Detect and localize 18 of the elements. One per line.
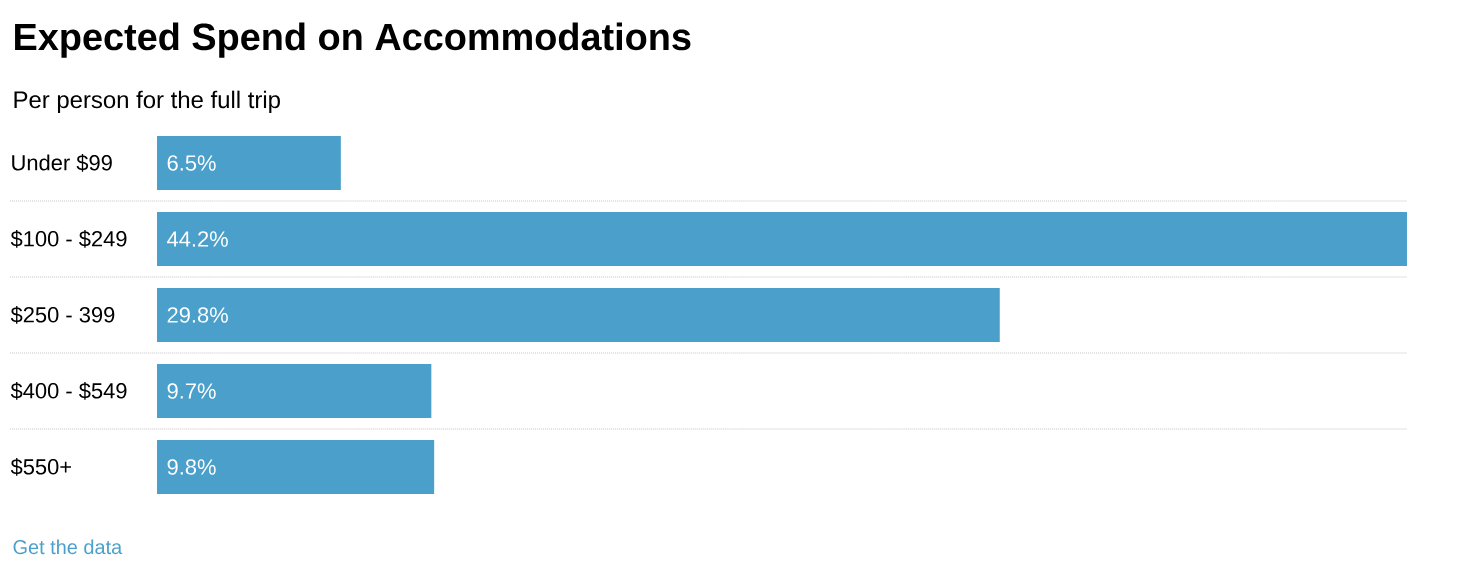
bar — [157, 439, 435, 494]
bar — [157, 363, 432, 418]
bar — [157, 211, 1407, 266]
data-label: 9.7% — [167, 383, 216, 399]
chart-title: Expected Spend on Accommodations — [15, 22, 691, 58]
y-tick-label: $100 - $249 — [10, 230, 127, 248]
y-tick-label: Under $99 — [12, 154, 112, 172]
text: Get the data — [13, 539, 123, 555]
chart-subtitle: Per person for the full trip — [14, 90, 280, 113]
bar — [157, 135, 341, 190]
y-tick-label: $400 - $549 — [10, 382, 127, 400]
bar — [157, 287, 1000, 342]
data-label: 6.5% — [167, 155, 216, 171]
y-tick-label: $250 - 399 — [10, 306, 115, 324]
y-tick-label: $550+ — [10, 458, 71, 476]
data-label: 29.8% — [167, 307, 228, 323]
data-label: 44.2% — [167, 231, 228, 247]
data-label: 9.8% — [167, 459, 216, 475]
